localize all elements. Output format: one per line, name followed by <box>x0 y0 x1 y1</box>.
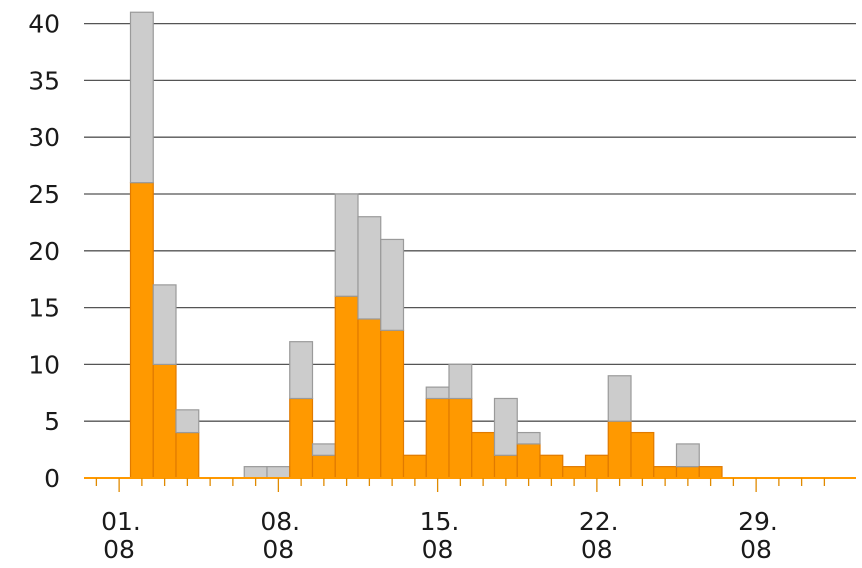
y-tick-label-0: 0 <box>44 464 60 493</box>
y-tick-label-10: 10 <box>28 350 60 379</box>
bar-09.08-series-1 <box>289 341 313 399</box>
bar-20.08-series-0 <box>539 454 564 479</box>
bar-12.08-series-0 <box>357 318 382 479</box>
y-tick-label-30: 30 <box>28 123 60 152</box>
bars <box>129 11 723 479</box>
bar-13.08-series-1 <box>380 239 404 331</box>
bar-outline-16.08-series-1 <box>448 363 473 400</box>
bar-04.08-series-0 <box>175 431 200 479</box>
x-tick-label-22.08: 22. 08 <box>579 507 619 564</box>
bar-outline-02.08-series-1 <box>129 11 154 184</box>
x-tick-label-line1: 08. <box>260 507 300 536</box>
x-tick-label-line2: 08 <box>740 535 772 564</box>
bar-17.08-series-0 <box>471 431 496 479</box>
bar-19.08-series-0 <box>516 443 541 479</box>
bar-02.08-series-1 <box>130 12 154 183</box>
bar-outline-09.08-series-1 <box>289 341 314 400</box>
bar-03.08-series-1 <box>153 284 176 365</box>
bar-08.08-series-1 <box>267 466 290 478</box>
x-tick-label-line1: 01. <box>101 507 141 536</box>
bar-outline-13.08-series-1 <box>380 238 405 331</box>
bar-14.08-series-0 <box>402 454 427 479</box>
x-axis-tick-marks <box>95 478 826 492</box>
x-tick-label-01.08: 01. 08 <box>101 507 141 564</box>
y-tick-label-20: 20 <box>28 237 60 266</box>
bar-10.08-series-0 <box>311 454 336 479</box>
x-tick-label-line2: 08 <box>581 535 613 564</box>
bar-07.08-series-1 <box>244 466 267 478</box>
bar-19.08-series-1 <box>517 432 540 444</box>
y-tick-label-25: 25 <box>28 180 60 209</box>
bar-23.08-series-0 <box>607 420 632 479</box>
x-tick-label-line2: 08 <box>103 535 135 564</box>
bar-outline-23.08-series-1 <box>607 375 632 422</box>
bar-11.08-series-0 <box>334 295 359 479</box>
bar-27.08-series-0 <box>698 466 723 479</box>
bar-outline-04.08-series-1 <box>175 409 200 434</box>
bar-26.08-series-0 <box>675 466 700 479</box>
x-tick-label-08.08: 08. 08 <box>260 507 300 564</box>
bar-04.08-series-1 <box>176 409 199 433</box>
bar-13.08-series-0 <box>380 329 405 479</box>
bar-outline-03.08-series-1 <box>152 284 177 366</box>
bar-23.08-series-1 <box>608 375 631 422</box>
bar-22.08-series-0 <box>584 454 609 479</box>
x-tick-label-29.08: 29. 08 <box>738 507 778 564</box>
bar-outline-19.08-series-1 <box>516 431 541 445</box>
y-tick-label-35: 35 <box>28 66 60 95</box>
x-tick-label-line2: 08 <box>422 535 454 564</box>
bar-16.08-series-1 <box>449 364 472 399</box>
bar-18.08-series-1 <box>494 398 518 456</box>
bar-11.08-series-1 <box>335 194 358 297</box>
bar-26.08-series-1 <box>676 443 700 467</box>
x-tick-label-line1: 29. <box>738 507 778 536</box>
bar-15.08-series-1 <box>426 387 449 399</box>
bar-16.08-series-0 <box>448 397 473 479</box>
bar-10.08-series-1 <box>312 443 336 456</box>
y-tick-label-40: 40 <box>28 10 60 39</box>
bar-outline-26.08-series-1 <box>675 443 700 468</box>
bar-03.08-series-0 <box>152 363 177 479</box>
gridlines <box>84 22 856 422</box>
y-axis-tick-labels: 0 5 10 15 20 25 30 35 40 <box>28 10 60 493</box>
y-tick-label-15: 15 <box>28 294 60 323</box>
x-tick-label-line1: 15. <box>420 507 460 536</box>
bar-09.08-series-0 <box>289 397 314 479</box>
bar-25.08-series-0 <box>653 466 678 479</box>
bar-outline-18.08-series-1 <box>493 397 518 456</box>
x-tick-label-15.08: 15. 08 <box>420 507 460 564</box>
bar-24.08-series-0 <box>630 431 655 479</box>
bar-15.08-series-0 <box>425 397 450 479</box>
bar-18.08-series-0 <box>493 454 518 479</box>
y-tick-label-5: 5 <box>44 407 60 436</box>
x-tick-label-line2: 08 <box>262 535 294 564</box>
x-tick-label-line1: 22. <box>579 507 619 536</box>
bar-02.08-series-0 <box>129 182 154 479</box>
bar-12.08-series-1 <box>358 216 381 319</box>
bar-21.08-series-0 <box>562 466 587 479</box>
